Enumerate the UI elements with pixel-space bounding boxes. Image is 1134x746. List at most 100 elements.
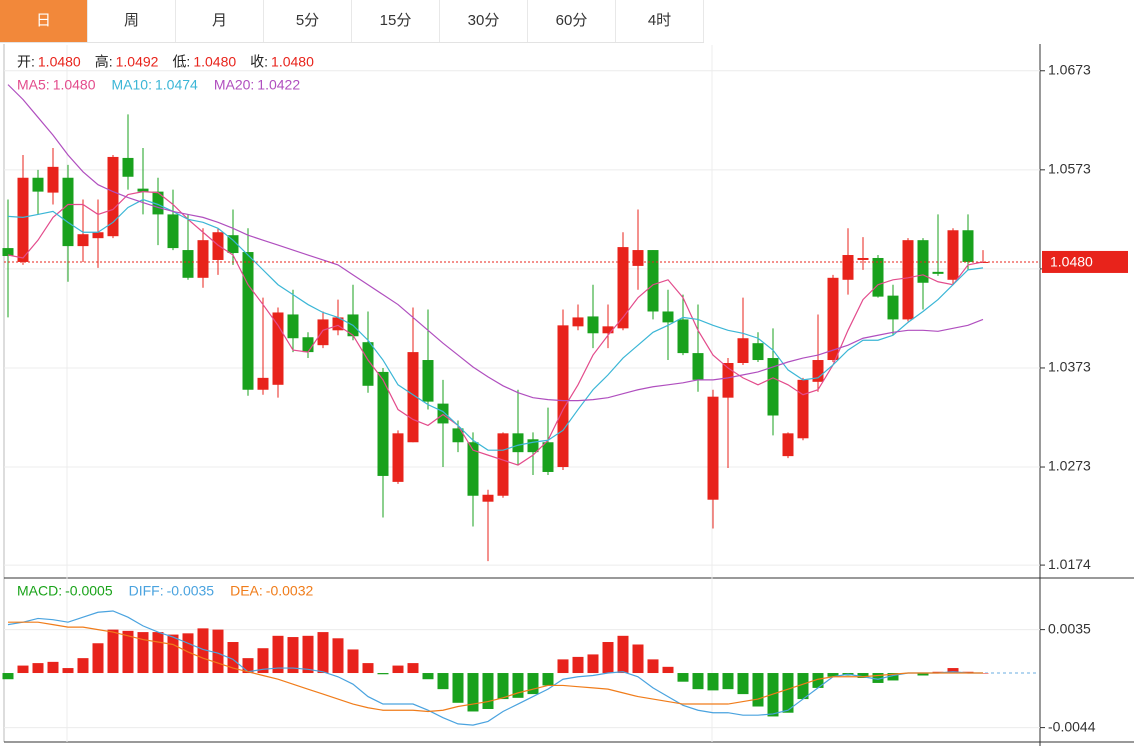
candle-body: [602, 326, 614, 334]
legend-label: DIFF:: [129, 583, 164, 599]
candle-body: [452, 428, 464, 443]
legend-value: -0.0035: [167, 583, 215, 599]
macd-bar: [572, 656, 584, 674]
legend-value: -0.0032: [266, 583, 314, 599]
candle-body: [722, 363, 734, 398]
candle-body: [77, 234, 89, 247]
macd-bar: [587, 654, 599, 674]
candle-body: [947, 230, 959, 280]
macd-bar: [92, 643, 104, 674]
macd-bar: [722, 673, 734, 690]
candle-body: [677, 319, 689, 354]
legend-label: MACD:: [17, 583, 62, 599]
candle-body: [932, 271, 944, 274]
period-tab[interactable]: 4时: [616, 0, 704, 42]
macd-bar: [677, 673, 689, 682]
y-tick-label: 1.0174: [1048, 556, 1091, 572]
candle-body: [587, 316, 599, 334]
legend-label: MA5:: [17, 77, 50, 93]
ma-line: [7, 84, 984, 402]
candle-body: [392, 433, 404, 482]
candle-body: [542, 442, 554, 472]
y-tick-label: 0.0035: [1048, 620, 1091, 636]
candle-body: [272, 312, 284, 385]
candle-body: [317, 319, 329, 346]
candle-body: [32, 177, 44, 192]
candle-body: [557, 325, 569, 468]
macd-bar: [647, 659, 659, 674]
period-tab[interactable]: 60分: [528, 0, 616, 42]
legend-value: 1.0480: [38, 54, 81, 70]
macd-bar: [347, 649, 359, 674]
ma-line: [7, 191, 984, 466]
macd-bar: [377, 673, 389, 675]
period-tab[interactable]: 5分: [264, 0, 352, 42]
candle-body: [137, 188, 149, 192]
last-price-box: [1042, 250, 1128, 273]
candle-body: [17, 177, 29, 262]
macd-line: [8, 621, 983, 713]
macd-bar: [467, 673, 479, 712]
candle-body: [962, 230, 974, 262]
y-tick-label: -0.0044: [1048, 718, 1096, 734]
y-tick-label: 1.0673: [1048, 61, 1091, 77]
macd-bar: [542, 673, 554, 686]
macd-bar: [272, 635, 284, 674]
candle-body: [122, 157, 134, 177]
candle-body: [872, 257, 884, 297]
macd-bar: [182, 633, 194, 674]
legend-value: 1.0422: [257, 77, 300, 93]
candle-body: [107, 156, 119, 237]
macd-bar: [527, 673, 539, 695]
candle-body: [782, 433, 794, 457]
candle-body: [617, 247, 629, 329]
macd-bar: [827, 673, 839, 677]
period-tab[interactable]: 15分: [352, 0, 440, 42]
candle-body: [887, 295, 899, 320]
period-tab[interactable]: 周: [88, 0, 176, 42]
macd-bar: [257, 648, 269, 674]
candle-body: [302, 337, 314, 353]
candle-body: [797, 379, 809, 439]
candle-body: [212, 232, 224, 260]
candle-body: [467, 442, 479, 496]
candle-body: [707, 396, 719, 500]
macd-bar: [32, 663, 44, 674]
macd-bar: [2, 673, 14, 680]
period-tab[interactable]: 30分: [440, 0, 528, 42]
macd-bar: [947, 668, 959, 674]
legend-label: 收:: [250, 54, 268, 70]
period-tab[interactable]: 月: [176, 0, 264, 42]
candle-body: [152, 191, 164, 215]
candle-body: [62, 177, 74, 247]
candle-body: [287, 314, 299, 339]
macd-bar: [212, 629, 224, 674]
candle-body: [482, 494, 494, 502]
macd-bar: [707, 673, 719, 691]
macd-bar: [482, 673, 494, 709]
period-tab[interactable]: 日: [0, 0, 88, 42]
macd-bar: [62, 668, 74, 674]
macd-bar: [77, 658, 89, 674]
macd-bar: [662, 666, 674, 674]
macd-bar: [47, 661, 59, 674]
macd-bar: [317, 632, 329, 674]
candle-body: [692, 353, 704, 380]
candle-body: [812, 360, 824, 382]
macd-bar: [422, 673, 434, 680]
macd-bar: [227, 642, 239, 674]
candle-body: [752, 343, 764, 361]
candle-body: [842, 255, 854, 280]
macd-bar: [752, 673, 764, 707]
last-price-label: 1.0480: [1050, 254, 1093, 270]
macd-bar: [437, 673, 449, 690]
candle-body: [332, 317, 344, 331]
candle-body: [437, 403, 449, 424]
legend-label: DEA:: [230, 583, 263, 599]
legend-value: -0.0005: [65, 583, 113, 599]
candle-body: [647, 250, 659, 312]
candle-body: [92, 232, 104, 239]
candle-body: [47, 166, 59, 193]
